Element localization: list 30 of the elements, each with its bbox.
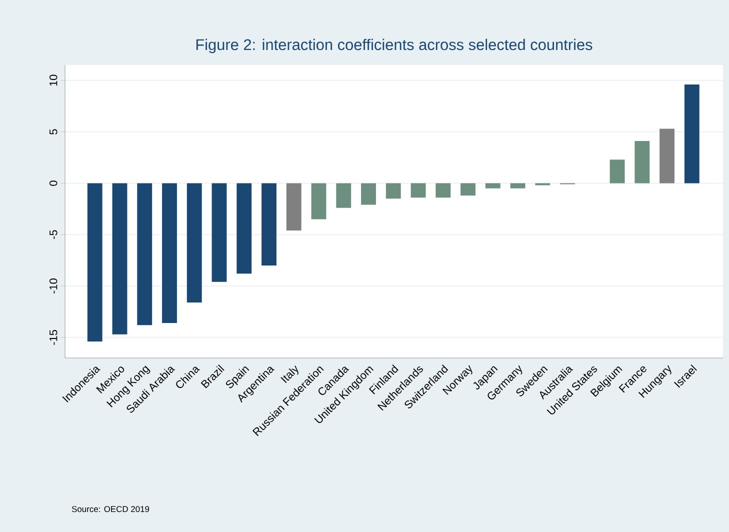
source-note: Source: OECD 2019 [72, 506, 150, 512]
chart-title: Figure 2: interaction coefficients across selected countries [196, 38, 592, 54]
bar [162, 183, 177, 324]
bar [112, 183, 128, 334]
bar [186, 183, 202, 302]
bar [137, 183, 152, 326]
y-tick-label: -5 [50, 230, 58, 240]
bar [460, 183, 476, 196]
y-tick-label: -10 [49, 278, 58, 294]
bar [87, 183, 102, 342]
bar [286, 183, 302, 231]
bar [684, 84, 700, 184]
bar [410, 183, 426, 198]
bar [660, 128, 674, 184]
bar [212, 183, 227, 282]
y-tick-label: 5 [50, 129, 58, 134]
bar [610, 160, 625, 184]
bar [386, 183, 401, 199]
y-tick-label: 10 [49, 74, 58, 86]
bar [336, 183, 352, 208]
bar [361, 183, 376, 205]
bar [311, 183, 326, 220]
y-tick-label: 0 [49, 180, 58, 186]
bar [262, 183, 276, 266]
bar [236, 183, 252, 274]
bar [436, 183, 451, 198]
y-tick-label: -15 [50, 330, 58, 345]
bar [510, 183, 526, 188]
bar [634, 141, 650, 184]
bar [485, 183, 500, 188]
